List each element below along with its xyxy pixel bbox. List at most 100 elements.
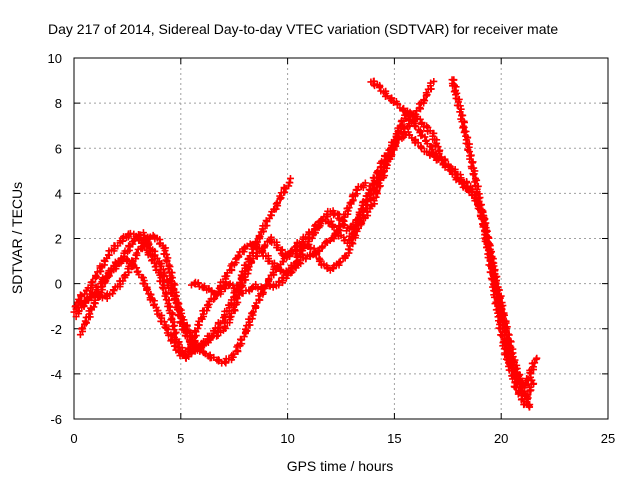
data-point-marker (487, 256, 495, 264)
data-point-marker (493, 294, 501, 302)
data-point-marker (143, 286, 151, 294)
data-point-marker (322, 238, 330, 246)
data-point-marker (120, 272, 128, 280)
data-point-marker (460, 128, 468, 136)
data-point-marker (275, 278, 283, 286)
axis-ticks: 0 5 10 15 20 25 -6 -4 -2 0 2 4 6 8 10 (48, 51, 616, 446)
x-tick-label: 20 (494, 431, 508, 446)
data-point-marker (164, 265, 172, 273)
data-point-marker (327, 217, 335, 225)
data-point-marker (249, 308, 257, 316)
data-point-marker (110, 287, 118, 295)
data-point-marker (531, 359, 539, 367)
data-point-marker (78, 324, 86, 332)
data-point-marker (487, 265, 495, 273)
data-point-marker (285, 179, 293, 187)
data-point-marker (427, 85, 435, 93)
data-point-marker (495, 312, 503, 320)
data-point-marker (286, 174, 294, 182)
data-point-marker (492, 306, 500, 314)
data-point-marker (287, 248, 295, 256)
data-point-marker (241, 325, 249, 333)
data-point-marker (237, 271, 245, 279)
data-point-marker (274, 199, 282, 207)
data-point-marker (276, 192, 284, 200)
data-point-marker (526, 403, 534, 411)
data-point-marker (345, 204, 353, 212)
data-point-marker (354, 215, 362, 223)
x-tick-label: 10 (280, 431, 294, 446)
data-point-marker (469, 171, 477, 179)
data-point-marker (171, 293, 179, 301)
data-point-marker (163, 257, 171, 265)
y-tick-label: -4 (50, 367, 62, 382)
data-point-marker (512, 370, 520, 378)
data-point-marker (159, 285, 167, 293)
series-track-2 (72, 128, 534, 409)
data-point-marker (267, 211, 275, 219)
data-point-marker (432, 156, 440, 164)
y-tick-label: 10 (48, 51, 62, 66)
data-point-marker (451, 81, 459, 89)
y-tick-label: 8 (55, 96, 62, 111)
data-marks (70, 76, 541, 411)
data-point-marker (430, 77, 438, 85)
series-track-8 (506, 354, 541, 392)
data-point-marker (170, 342, 178, 350)
data-point-marker (479, 223, 487, 231)
y-tick-label: -2 (50, 322, 62, 337)
data-point-marker (444, 162, 452, 170)
data-point-marker (308, 234, 316, 242)
data-point-marker (529, 363, 537, 371)
x-axis-title: GPS time / hours (287, 458, 394, 474)
data-point-marker (458, 112, 466, 120)
data-point-marker (502, 326, 510, 334)
data-point-marker (133, 249, 141, 257)
data-point-marker (92, 271, 100, 279)
data-point-marker (491, 287, 499, 295)
data-point-marker (314, 246, 322, 254)
data-point-marker (498, 332, 506, 340)
data-point-marker (161, 272, 169, 280)
y-tick-label: 6 (55, 141, 62, 156)
data-point-marker (169, 322, 177, 330)
data-point-marker (159, 271, 167, 279)
series-track-7 (448, 76, 534, 411)
y-tick-label: -6 (50, 412, 62, 427)
data-point-marker (267, 235, 275, 243)
series-track-5 (187, 179, 369, 299)
y-tick-label: 0 (55, 277, 62, 292)
data-point-marker (234, 251, 242, 259)
data-point-marker (420, 96, 428, 104)
data-point-marker (76, 291, 84, 299)
series-track-6 (367, 77, 440, 164)
data-point-marker (488, 269, 496, 277)
chart-title: Day 217 of 2014, Sidereal Day-to-day VTE… (48, 21, 558, 37)
y-tick-label: 2 (55, 232, 62, 247)
data-point-marker (514, 390, 522, 398)
data-point-marker (165, 296, 173, 304)
series-track-4 (76, 77, 438, 362)
series-track-3 (74, 174, 294, 353)
data-point-marker (158, 283, 166, 291)
data-point-marker (254, 284, 262, 292)
data-point-marker (142, 239, 150, 247)
x-tick-label: 0 (70, 431, 77, 446)
data-point-marker (161, 292, 169, 300)
x-tick-label: 15 (387, 431, 401, 446)
data-point-marker (471, 178, 479, 186)
data-point-marker (344, 245, 352, 253)
data-point-marker (172, 328, 180, 336)
data-point-marker (94, 289, 102, 297)
data-point-marker (411, 110, 419, 118)
data-point-marker (335, 259, 343, 267)
data-point-marker (81, 317, 89, 325)
data-point-marker (376, 84, 384, 92)
data-point-marker (288, 247, 296, 255)
data-point-marker (272, 200, 280, 208)
y-axis-title: SDTVAR / TECUs (9, 182, 25, 294)
data-point-marker (361, 179, 369, 187)
data-point-marker (153, 307, 161, 315)
data-point-marker (101, 276, 109, 284)
